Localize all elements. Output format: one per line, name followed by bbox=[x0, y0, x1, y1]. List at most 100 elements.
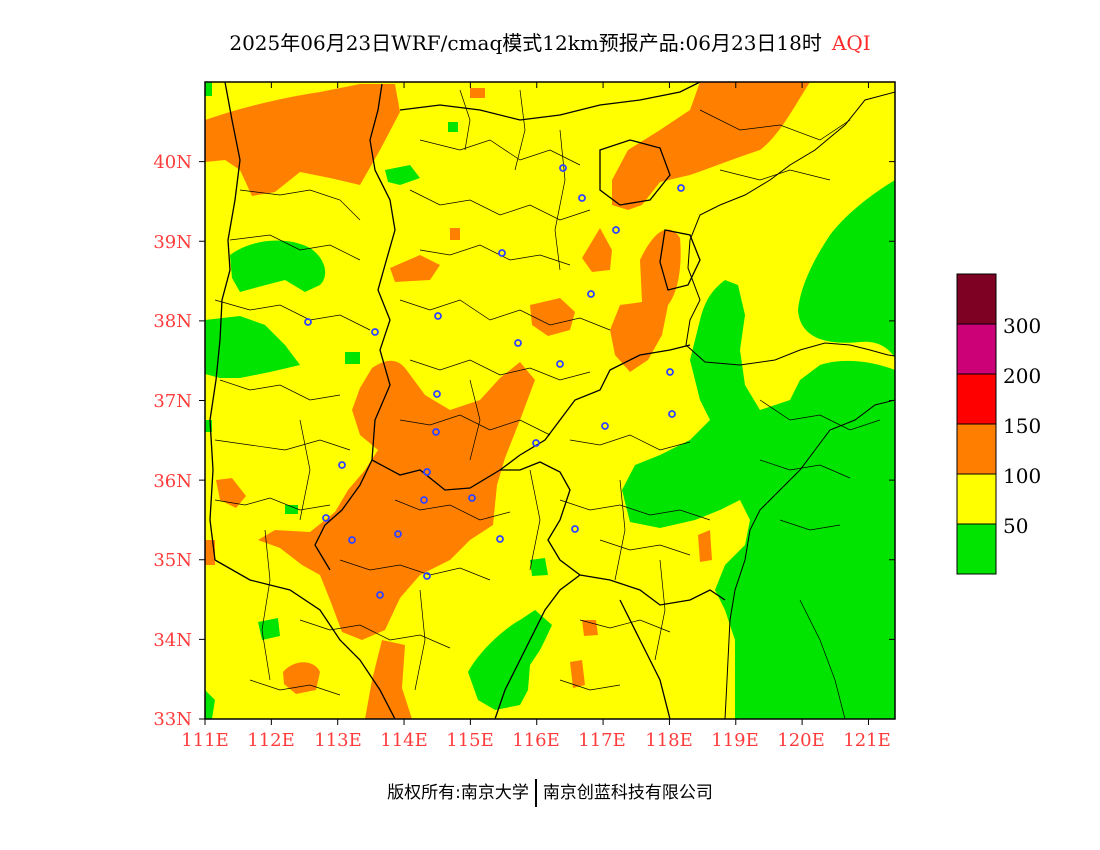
city-marker bbox=[601, 422, 609, 430]
city-marker bbox=[423, 572, 431, 580]
lat-label-39n: 39N bbox=[153, 232, 192, 253]
green-region-south-center bbox=[468, 610, 552, 710]
border-tianjin bbox=[659, 229, 701, 291]
city-marker bbox=[434, 312, 442, 320]
city-marker bbox=[571, 525, 579, 533]
lon-label-113e: 113E bbox=[314, 730, 362, 751]
coastline bbox=[685, 91, 895, 719]
city-markers bbox=[304, 164, 685, 599]
lon-label-115e: 115E bbox=[446, 730, 494, 751]
city-marker bbox=[556, 360, 564, 368]
border-hebei-nmg bbox=[399, 82, 701, 121]
city-marker bbox=[420, 496, 428, 504]
border-henan-hubei bbox=[214, 559, 396, 719]
green-region-small-2 bbox=[285, 505, 298, 514]
green-region-southeast bbox=[622, 280, 895, 719]
aqi-legend bbox=[956, 273, 997, 575]
green-region-west-corner bbox=[205, 82, 212, 96]
copyright-footer: 版权所有:南京大学 南京创蓝科技有限公司 bbox=[0, 778, 1100, 807]
orange-region-northwest bbox=[205, 84, 400, 196]
longitude-labels: 111E 112E 113E 114E 115E 116E 117E 118E … bbox=[181, 730, 891, 751]
legend-label-300: 300 bbox=[1003, 314, 1041, 338]
border-hebei-shandong bbox=[519, 344, 691, 456]
city-marker bbox=[496, 535, 504, 543]
green-region-small-4 bbox=[530, 558, 548, 576]
legend-swatch-moderate bbox=[956, 473, 997, 525]
aqi-green-regions bbox=[205, 82, 895, 719]
orange-region-baoding bbox=[582, 228, 612, 272]
legend-label-200: 200 bbox=[1003, 364, 1041, 388]
city-marker bbox=[559, 164, 567, 172]
green-region-small-1 bbox=[345, 352, 360, 364]
city-marker bbox=[514, 339, 522, 347]
orange-region-shandong bbox=[698, 530, 712, 562]
city-marker bbox=[433, 390, 441, 398]
lat-label-35n: 35N bbox=[153, 550, 192, 571]
legend-swatch-unhealthy bbox=[956, 373, 997, 425]
legend-swatch-good bbox=[956, 523, 997, 575]
lon-label-117e: 117E bbox=[578, 730, 626, 751]
axis-ticks bbox=[199, 82, 895, 725]
city-marker bbox=[432, 428, 440, 436]
green-region-southwest-spot bbox=[258, 618, 280, 640]
city-marker bbox=[612, 226, 620, 234]
title-text: 2025年06月23日WRF/cmaq模式12km预报产品:06月23日18时 bbox=[229, 31, 822, 55]
border-henan-shandong bbox=[500, 461, 581, 576]
green-region-west-edge bbox=[205, 690, 215, 719]
latitude-labels: 40N 39N 38N 37N 36N 35N 34N 33N bbox=[153, 152, 192, 730]
city-marker bbox=[423, 468, 431, 476]
footer-separator bbox=[534, 779, 537, 807]
lon-label-112e: 112E bbox=[247, 730, 295, 751]
lat-label-33n: 33N bbox=[153, 709, 192, 730]
city-marker bbox=[376, 591, 384, 599]
lon-label-120e: 120E bbox=[777, 730, 825, 751]
orange-region-small-4 bbox=[470, 88, 485, 98]
city-marker bbox=[666, 368, 674, 376]
orange-region-small-1 bbox=[570, 660, 585, 688]
city-marker bbox=[348, 536, 356, 544]
orange-region-hebei-east bbox=[610, 229, 681, 372]
lat-label-36n: 36N bbox=[153, 471, 192, 492]
city-marker bbox=[677, 184, 685, 192]
city-marker bbox=[394, 530, 402, 538]
orange-region-shijiazhuang bbox=[530, 298, 575, 336]
county-borders bbox=[214, 89, 881, 719]
orange-region-south bbox=[365, 640, 412, 719]
legend-swatch-very-unhealthy bbox=[956, 323, 997, 375]
lon-label-116e: 116E bbox=[512, 730, 560, 751]
green-region-north-spot bbox=[385, 165, 420, 185]
lat-label-37n: 37N bbox=[153, 391, 192, 412]
pollutant-label: AQI bbox=[831, 31, 871, 55]
city-marker bbox=[532, 439, 540, 447]
orange-region-small-3 bbox=[450, 228, 460, 240]
green-region-shanxi-north bbox=[230, 240, 326, 292]
city-marker bbox=[668, 410, 676, 418]
legend-swatch-unhealthy-sensitive bbox=[956, 423, 997, 475]
orange-region-southwest-blob bbox=[283, 662, 320, 694]
lon-label-118e: 118E bbox=[645, 730, 693, 751]
green-region-shanxi-west bbox=[205, 316, 300, 378]
border-beijing bbox=[599, 139, 671, 206]
copyright-text: 版权所有:南京大学 bbox=[387, 783, 529, 803]
legend-label-100: 100 bbox=[1003, 464, 1041, 488]
lon-label-119e: 119E bbox=[711, 730, 759, 751]
legend-label-50: 50 bbox=[1003, 514, 1028, 538]
orange-region-west-blob bbox=[216, 478, 246, 508]
city-marker bbox=[304, 318, 312, 326]
green-region-small-3 bbox=[448, 122, 458, 132]
border-shanxi-shaanxi bbox=[209, 82, 241, 561]
province-borders bbox=[209, 82, 726, 719]
orange-region-northeast bbox=[612, 82, 810, 210]
border-shanxi-hebei bbox=[314, 83, 396, 571]
lon-label-121e: 121E bbox=[843, 730, 891, 751]
lon-label-111e: 111E bbox=[181, 730, 229, 751]
green-region-east-sea bbox=[798, 180, 895, 358]
border-anhui-jiangsu bbox=[619, 599, 671, 719]
map-title: 2025年06月23日WRF/cmaq模式12km预报产品:06月23日18时 A… bbox=[0, 27, 1100, 57]
border-shandong-jiangsu bbox=[579, 574, 726, 606]
city-marker bbox=[587, 290, 595, 298]
lat-label-40n: 40N bbox=[153, 152, 192, 173]
city-marker bbox=[371, 328, 379, 336]
lat-label-34n: 34N bbox=[153, 630, 192, 651]
